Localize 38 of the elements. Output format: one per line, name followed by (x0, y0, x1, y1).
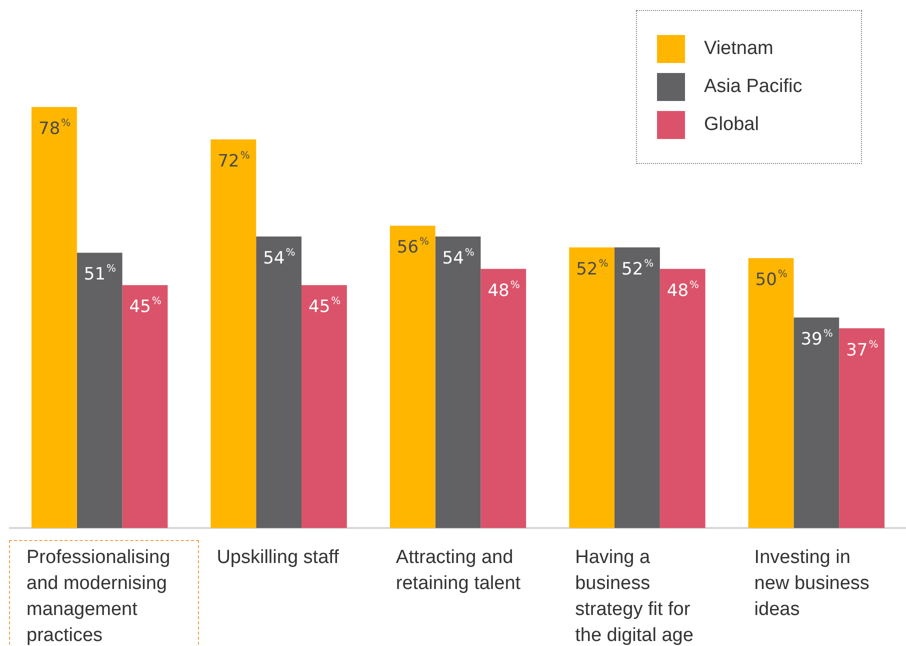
x-tick-label: Upskilling staff (216, 547, 340, 568)
bar (569, 247, 614, 528)
bar (210, 139, 256, 528)
bar (32, 107, 77, 528)
bar (614, 247, 660, 528)
x-tick-label: Investing in new business ideas (754, 547, 870, 620)
legend-label: Asia Pacific (704, 76, 802, 98)
bar (302, 285, 347, 528)
data-label: 54% (442, 248, 474, 269)
bar (839, 328, 884, 528)
x-tick-label: Professionalising and modernising management practices (26, 547, 170, 646)
legend-label: Vietnam (704, 38, 774, 60)
data-label: 45% (308, 296, 341, 318)
data-label: 37% (846, 339, 878, 360)
bar (660, 268, 706, 528)
data-label: 48% (666, 280, 700, 301)
bar (122, 285, 168, 528)
x-tick-label: Attracting and retaining talent (396, 547, 522, 594)
bar (390, 226, 436, 528)
data-label: 52% (622, 258, 654, 280)
bar (748, 258, 794, 528)
legend-label: Global (704, 114, 759, 136)
bar (76, 252, 122, 528)
data-label: 78% (38, 118, 71, 139)
data-label: 39% (800, 328, 833, 350)
data-label: 45% (129, 296, 162, 318)
data-label: 56% (396, 236, 430, 258)
x-tick-label: Having a business strategy fit for the digital age (575, 547, 694, 646)
bar (480, 268, 526, 528)
data-label: 51% (84, 264, 116, 285)
data-label: 50% (755, 269, 788, 290)
data-label: 52% (576, 258, 608, 280)
bar (794, 318, 840, 528)
data-label: 72% (218, 150, 250, 172)
data-label: 48% (488, 280, 520, 301)
data-label: 54% (263, 248, 296, 269)
bar (435, 236, 481, 528)
bar (256, 236, 302, 528)
